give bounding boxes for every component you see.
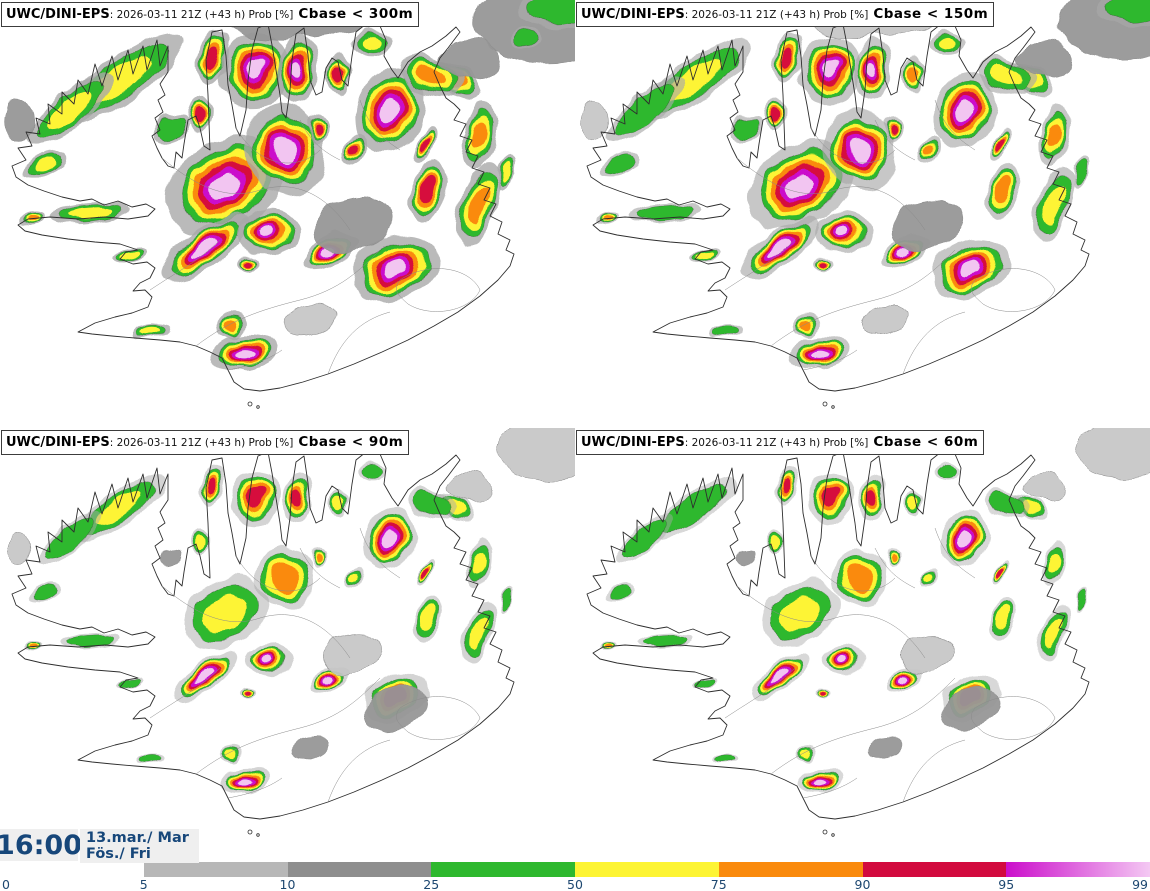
iceland-map	[586, 428, 1150, 837]
coastline	[586, 451, 1090, 837]
probability-blobs	[598, 428, 1150, 793]
panel-title: UWC/DINI-EPS: 2026-03-11 21Z (+43 h) Pro…	[576, 430, 985, 455]
probability-blobs	[9, 428, 575, 794]
threshold-label: Cbase < 300m	[298, 6, 414, 22]
valid-date-label: 13.mar./ Mar Fös./ Fri	[80, 829, 199, 863]
colorbar-tick: 50	[567, 877, 583, 891]
probability-blobs	[582, 0, 1150, 369]
forecast-panel-cbase-150m: UWC/DINI-EPS: 2026-03-11 21Z (+43 h) Pro…	[575, 0, 1150, 428]
probability-colorbar	[0, 862, 1150, 877]
iceland-map	[9, 428, 575, 837]
panel-title: UWC/DINI-EPS: 2026-03-11 21Z (+43 h) Pro…	[1, 2, 420, 27]
colorbar-segment	[718, 862, 863, 877]
forecast-panel-cbase-60m: UWC/DINI-EPS: 2026-03-11 21Z (+43 h) Pro…	[575, 428, 1150, 856]
coastline	[11, 451, 515, 837]
colorbar-tick: 0	[2, 877, 10, 891]
run-info: : 2026-03-11 21Z (+43 h) Prob [%]	[109, 9, 294, 21]
panel-title: UWC/DINI-EPS: 2026-03-11 21Z (+43 h) Pro…	[1, 430, 410, 455]
colorbar-segment	[1006, 862, 1150, 877]
iceland-map	[582, 0, 1150, 409]
colorbar-tick: 25	[423, 877, 440, 891]
probability-blobs	[5, 0, 575, 371]
forecast-panel-cbase-90m: UWC/DINI-EPS: 2026-03-11 21Z (+43 h) Pro…	[0, 428, 575, 856]
colorbar-segment	[431, 862, 575, 877]
model-name: UWC/DINI-EPS	[6, 7, 110, 22]
model-name: UWC/DINI-EPS	[581, 7, 685, 22]
colorbar-tick: 5	[139, 877, 148, 891]
threshold-label: Cbase < 60m	[873, 434, 979, 450]
colorbar-tick: 99	[1132, 877, 1148, 891]
model-name: UWC/DINI-EPS	[581, 435, 685, 450]
run-info: : 2026-03-11 21Z (+43 h) Prob [%]	[684, 9, 869, 21]
date-line-2: Fös./ Fri	[86, 846, 151, 862]
model-name: UWC/DINI-EPS	[6, 435, 110, 450]
threshold-label: Cbase < 150m	[873, 6, 989, 22]
colorbar-tick: 10	[279, 877, 296, 891]
run-info: : 2026-03-11 21Z (+43 h) Prob [%]	[684, 437, 869, 449]
panel-title: UWC/DINI-EPS: 2026-03-11 21Z (+43 h) Pro…	[576, 2, 995, 27]
coastline	[11, 23, 515, 409]
colorbar-tick: 90	[854, 877, 871, 891]
colorbar-tick: 75	[710, 877, 727, 891]
iceland-map	[5, 0, 575, 409]
date-line-1: 13.mar./ Mar	[86, 830, 189, 846]
threshold-label: Cbase < 90m	[298, 434, 404, 450]
run-info: : 2026-03-11 21Z (+43 h) Prob [%]	[109, 437, 294, 449]
valid-time-label: 16:00	[0, 829, 82, 861]
colorbar-segment	[143, 862, 288, 877]
colorbar-segment	[287, 862, 432, 877]
colorbar-tick: 95	[998, 877, 1015, 891]
colorbar-segment	[575, 862, 719, 877]
colorbar-tick-labels: 0 5 10 25 50 75 90 95 99	[0, 877, 1150, 891]
colorbar-segment	[862, 862, 1007, 877]
colorbar-segment	[0, 862, 144, 877]
forecast-panel-cbase-300m: UWC/DINI-EPS: 2026-03-11 21Z (+43 h) Pro…	[0, 0, 575, 428]
coastline	[586, 23, 1090, 409]
